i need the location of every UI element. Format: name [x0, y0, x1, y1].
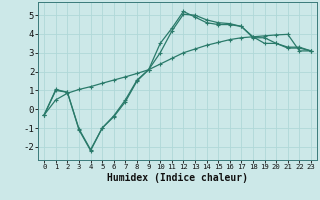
X-axis label: Humidex (Indice chaleur): Humidex (Indice chaleur): [107, 173, 248, 183]
